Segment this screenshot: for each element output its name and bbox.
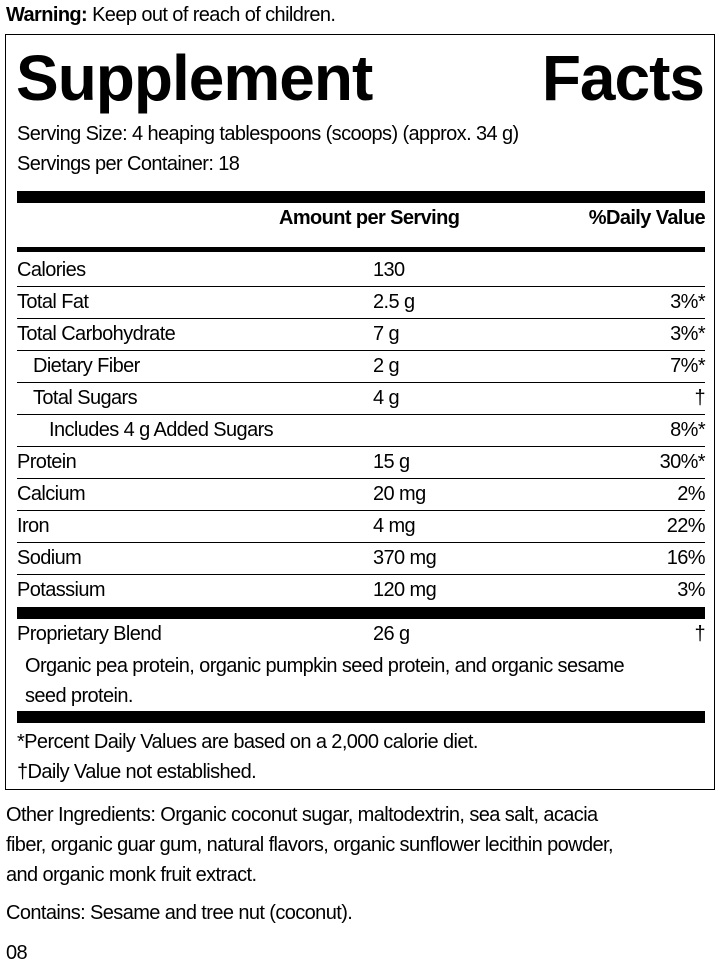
nutrient-name: Dietary Fiber [33,355,140,377]
other-ingredients-line: and organic monk fruit extract. [6,864,257,886]
nutrient-name: Total Carbohydrate [17,323,176,345]
nutrient-row: Sodium 370 mg 16% [17,543,706,575]
nutrient-row: Calcium 20 mg 2% [17,479,706,511]
nutrient-dv: 2% [677,483,705,505]
nutrient-amount: 370 mg [373,547,437,569]
nutrient-amount: 2.5 g [373,291,415,313]
title-word: Facts [541,42,705,114]
divider-thick [17,711,705,723]
divider-medium [17,247,705,252]
blend-row: Proprietary Blend 26 g † [17,619,706,651]
nutrient-dv: 30%* [659,451,706,473]
nutrient-dv: 3%* [670,323,705,345]
nutrient-dv: 3% [677,579,705,601]
nutrient-name: Calcium [17,483,86,505]
supplement-facts-panel: Supplement Facts Serving Size: 4 heaping … [5,34,715,790]
nutrient-name: Iron [17,515,50,537]
nutrient-amount: 4 mg [373,515,416,537]
divider-thick [17,607,705,619]
blend-ingredients: Organic pea protein, organic pumpkin see… [25,655,625,677]
nutrient-dv: 7%* [670,355,705,377]
amount-header: Amount per Serving [279,207,460,229]
nutrient-row: Potassium 120 mg 3% [17,575,706,607]
nutrient-row: Total Sugars 4 g † [17,383,706,415]
nutrient-name: Potassium [17,579,106,601]
nutrient-amount: 7 g [373,323,400,345]
blend-dv: † [694,623,705,645]
nutrient-dv: 22% [666,515,706,537]
nutrient-amount: 130 [373,259,405,281]
nutrient-row: Total Fat 2.5 g 3%* [17,287,706,319]
product-code: 08 [6,942,28,964]
nutrient-amount: 2 g [373,355,400,377]
other-ingredients-line: fiber, organic guar gum, natural flavors… [6,834,614,856]
servings-per-container: Servings per Container: 18 [17,153,240,175]
warning-label: Warning: [6,4,88,26]
blend-ingredients: seed protein. [25,685,133,707]
nutrient-name: Protein [17,451,77,473]
panel-title: Supplement Facts [16,42,705,114]
nutrient-dv: 8%* [670,419,705,441]
nutrient-amount: 120 mg [373,579,437,601]
footnote-dagger: †Daily Value not established. [17,761,257,783]
blend-name: Proprietary Blend [17,623,162,645]
allergen-statement: Contains: Sesame and tree nut (coconut). [6,902,353,924]
nutrient-name: Includes 4 g Added Sugars [49,419,274,441]
nutrient-amount: 20 mg [373,483,426,505]
warning-text: Warning: Keep out of reach of children. [6,4,336,27]
nutrient-amount: 15 g [373,451,410,473]
nutrient-dv: † [694,387,705,409]
warning-body: Keep out of reach of children. [87,4,336,26]
nutrient-row: Iron 4 mg 22% [17,511,706,543]
other-ingredients: Other Ingredients: Organic coconut sugar… [6,800,716,890]
nutrient-amount: 4 g [373,387,400,409]
nutrient-name: Sodium [17,547,82,569]
nutrient-row: Calories 130 [17,255,705,287]
nutrient-name: Total Sugars [33,387,138,409]
divider-thick [17,191,705,203]
nutrient-row: Protein 15 g 30%* [17,447,706,479]
nutrient-row: Total Carbohydrate 7 g 3%* [17,319,706,351]
nutrient-row: Dietary Fiber 2 g 7%* [17,351,706,383]
nutrient-row: Includes 4 g Added Sugars 8%* [17,415,706,447]
title-word: Supplement [16,42,373,114]
nutrient-dv: 3%* [670,291,705,313]
serving-size: Serving Size: 4 heaping tablespoons (sco… [17,123,519,145]
nutrient-name: Total Fat [17,291,89,313]
other-ingredients-line: Other Ingredients: Organic coconut sugar… [6,804,598,826]
dv-header: %Daily Value [588,207,706,229]
nutrient-dv: 16% [666,547,706,569]
footnote-dv: *Percent Daily Values are based on a 2,0… [17,731,478,753]
column-header: Amount per Serving %Daily Value [17,205,706,235]
blend-amount: 26 g [373,623,410,645]
nutrient-name: Calories [17,259,86,281]
